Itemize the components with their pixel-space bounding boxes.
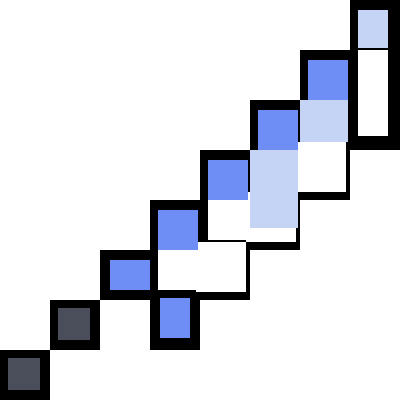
blade-core xyxy=(296,142,346,192)
blade-edge xyxy=(258,110,298,150)
blade-highlight xyxy=(250,150,298,198)
pommel-block xyxy=(8,358,40,390)
sword-blade xyxy=(110,10,388,338)
sword-hilt xyxy=(8,308,90,390)
blade-core xyxy=(208,200,248,240)
blade-edge xyxy=(110,260,150,290)
blade-core xyxy=(196,242,246,292)
blade-edge xyxy=(208,160,248,200)
blade-edge xyxy=(158,210,198,250)
blade-edge xyxy=(160,298,190,338)
hilt-block xyxy=(58,308,90,340)
blade-core xyxy=(358,50,388,136)
blade-highlight xyxy=(300,100,348,142)
blade-highlight xyxy=(358,10,388,48)
blade-edge xyxy=(308,60,348,100)
blade-core xyxy=(158,250,198,290)
blade-highlight xyxy=(250,192,298,228)
